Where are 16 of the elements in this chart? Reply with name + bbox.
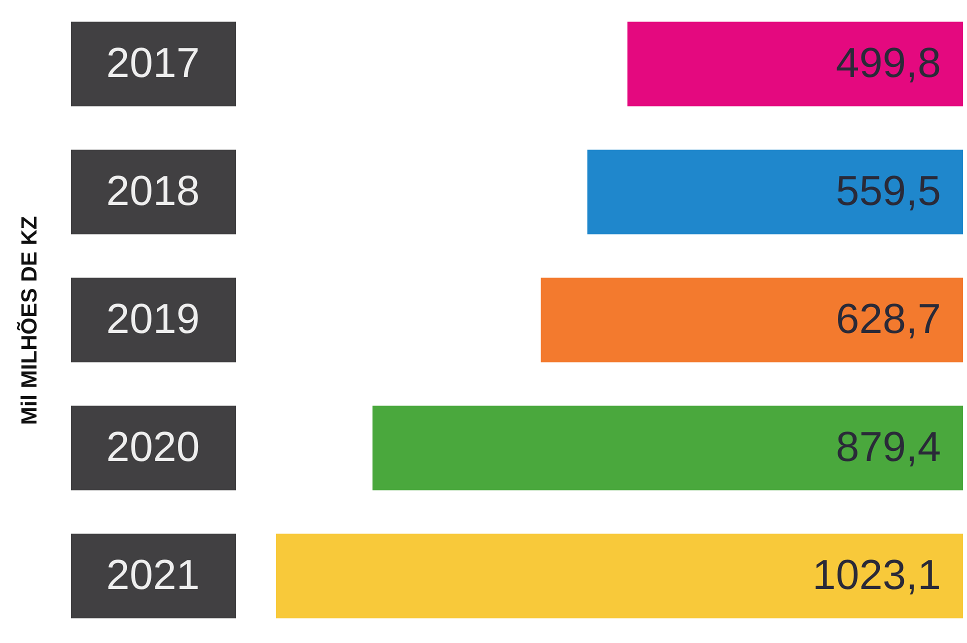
- y-tick-label: 2017: [106, 39, 200, 86]
- data-label: 628,7: [836, 295, 941, 342]
- bar: [627, 22, 963, 106]
- y-tick-label: 2021: [106, 551, 200, 598]
- data-label: 499,8: [836, 39, 941, 86]
- y-axis-title: Mil MILHÕES DE KZ: [16, 216, 42, 425]
- data-label: 879,4: [836, 423, 941, 470]
- y-tick-label: 2018: [106, 167, 200, 214]
- data-label: 559,5: [836, 167, 941, 214]
- bar: [372, 406, 963, 490]
- data-label: 1023,1: [812, 551, 941, 598]
- bar: [540, 278, 963, 362]
- bar: [276, 534, 963, 618]
- y-tick-label: 2019: [106, 295, 200, 342]
- bar: [587, 150, 963, 234]
- y-tick-label: 2020: [106, 423, 200, 470]
